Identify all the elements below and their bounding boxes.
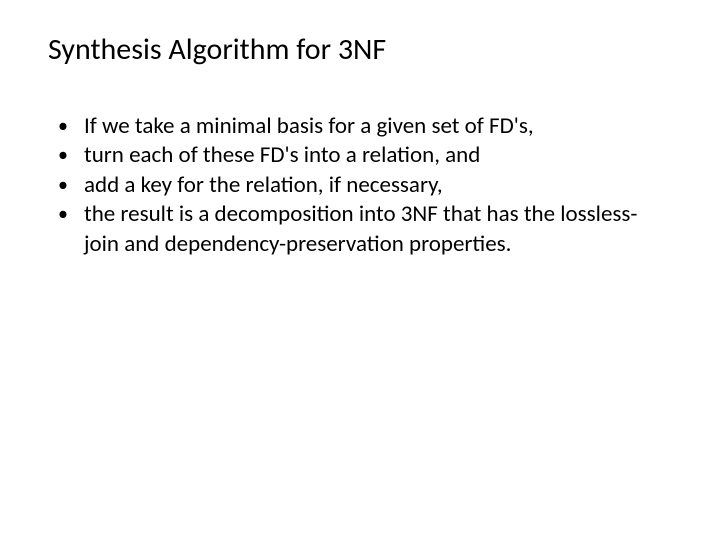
list-item: the result is a decomposition into 3NF t… xyxy=(56,200,672,259)
list-item: turn each of these FD's into a relation,… xyxy=(56,141,672,170)
slide: Synthesis Algorithm for 3NF If we take a… xyxy=(0,0,720,540)
bullet-list: If we take a minimal basis for a given s… xyxy=(48,112,672,259)
list-item: add a key for the relation, if necessary… xyxy=(56,171,672,200)
list-item: If we take a minimal basis for a given s… xyxy=(56,112,672,141)
slide-title: Synthesis Algorithm for 3NF xyxy=(48,32,672,68)
